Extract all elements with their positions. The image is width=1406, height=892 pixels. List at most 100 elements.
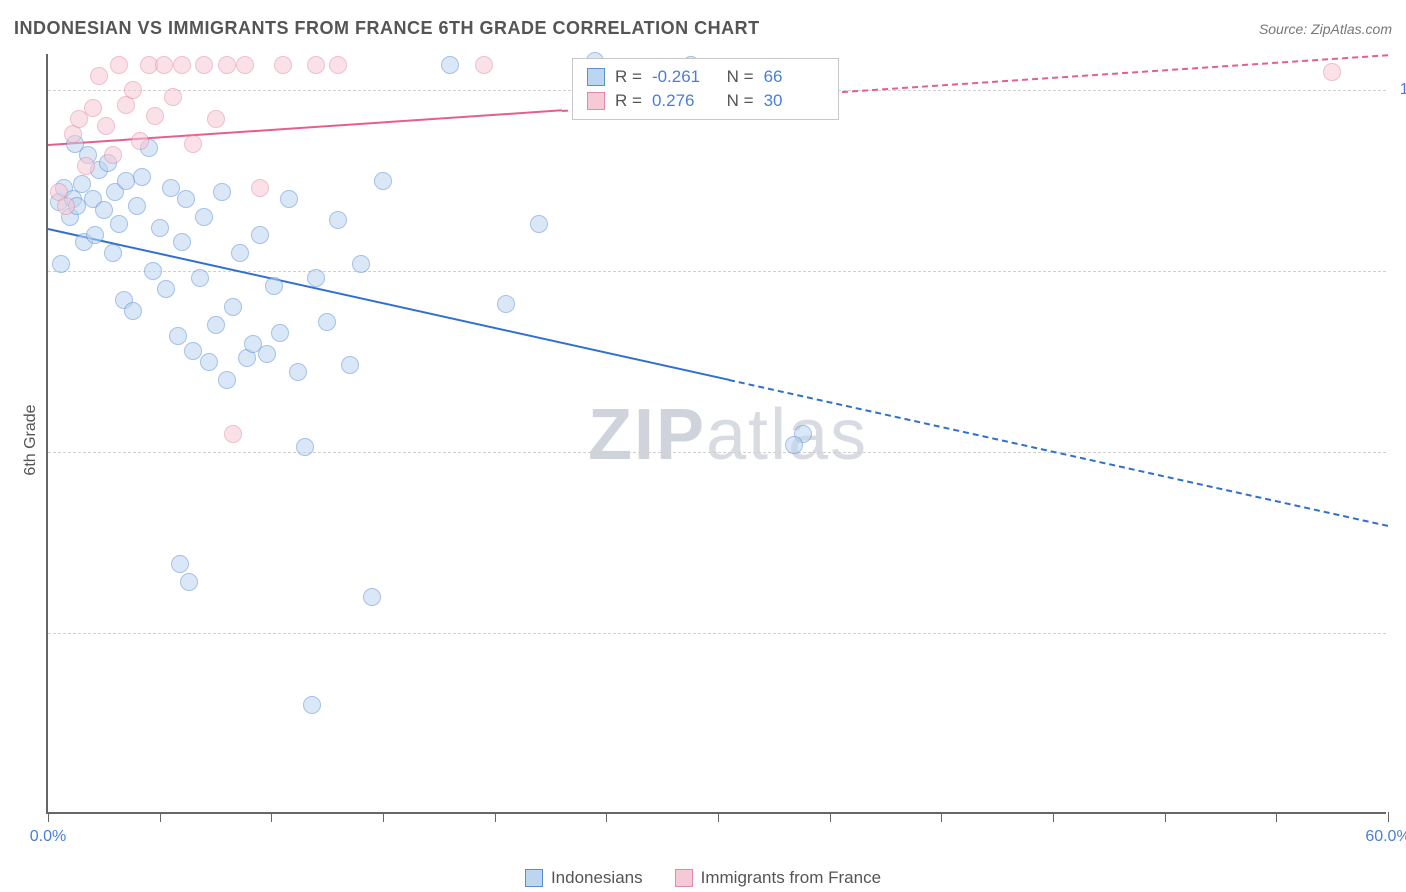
legend-item: Immigrants from France <box>675 868 881 888</box>
data-point <box>104 244 122 262</box>
data-point <box>184 342 202 360</box>
data-point <box>184 135 202 153</box>
r-label: R = <box>615 91 642 111</box>
legend-bottom: Indonesians Immigrants from France <box>0 868 1406 888</box>
plot-area: ZIPatlas 85.0%90.0%95.0%100.0%0.0%60.0%R… <box>46 54 1386 814</box>
data-point <box>785 436 803 454</box>
data-point <box>363 588 381 606</box>
data-point <box>171 555 189 573</box>
data-point <box>318 313 336 331</box>
data-point <box>110 215 128 233</box>
data-point <box>258 345 276 363</box>
data-point <box>231 244 249 262</box>
legend-swatch <box>525 869 543 887</box>
n-label: N = <box>722 67 754 87</box>
x-tick <box>1388 812 1389 822</box>
x-tick-label: 60.0% <box>1365 828 1406 846</box>
x-tick <box>718 812 719 822</box>
stats-row: R = 0.276 N = 30 <box>587 89 824 113</box>
y-axis-title: 6th Grade <box>22 404 40 475</box>
data-point <box>200 353 218 371</box>
data-point <box>173 233 191 251</box>
x-tick <box>830 812 831 822</box>
data-point <box>177 190 195 208</box>
data-point <box>133 168 151 186</box>
data-point <box>191 269 209 287</box>
data-point <box>180 573 198 591</box>
stats-legend: R = -0.261 N = 66R = 0.276 N = 30 <box>572 58 839 120</box>
trend-line <box>48 228 730 381</box>
x-tick <box>1276 812 1277 822</box>
data-point <box>441 56 459 74</box>
data-point <box>52 255 70 273</box>
series-swatch <box>587 68 605 86</box>
data-point <box>218 56 236 74</box>
data-point <box>329 211 347 229</box>
data-point <box>329 56 347 74</box>
data-point <box>271 324 289 342</box>
data-point <box>77 157 95 175</box>
x-tick <box>495 812 496 822</box>
data-point <box>195 56 213 74</box>
data-point <box>218 371 236 389</box>
data-point <box>274 56 292 74</box>
series-swatch <box>587 92 605 110</box>
data-point <box>352 255 370 273</box>
data-point <box>144 262 162 280</box>
data-point <box>124 81 142 99</box>
data-point <box>110 56 128 74</box>
gridline <box>48 452 1386 453</box>
n-value: 66 <box>764 67 824 87</box>
data-point <box>1323 63 1341 81</box>
data-point <box>131 132 149 150</box>
data-point <box>57 197 75 215</box>
data-point <box>155 56 173 74</box>
watermark: ZIPatlas <box>588 394 868 476</box>
gridline <box>48 633 1386 634</box>
data-point <box>341 356 359 374</box>
data-point <box>213 183 231 201</box>
data-point <box>224 298 242 316</box>
data-point <box>173 56 191 74</box>
trend-line <box>48 110 562 147</box>
data-point <box>307 269 325 287</box>
data-point <box>95 201 113 219</box>
data-point <box>289 363 307 381</box>
r-value: -0.261 <box>652 67 712 87</box>
source-label: Source: ZipAtlas.com <box>1259 21 1392 37</box>
data-point <box>374 172 392 190</box>
data-point <box>90 67 108 85</box>
x-tick <box>1053 812 1054 822</box>
data-point <box>207 110 225 128</box>
legend-swatch <box>675 869 693 887</box>
data-point <box>497 295 515 313</box>
chart-title: INDONESIAN VS IMMIGRANTS FROM FRANCE 6TH… <box>14 18 760 39</box>
data-point <box>151 219 169 237</box>
n-value: 30 <box>764 91 824 111</box>
data-point <box>146 107 164 125</box>
data-point <box>296 438 314 456</box>
data-point <box>280 190 298 208</box>
x-tick <box>160 812 161 822</box>
data-point <box>169 327 187 345</box>
data-point <box>207 316 225 334</box>
n-label: N = <box>722 91 754 111</box>
x-tick <box>1165 812 1166 822</box>
data-point <box>303 696 321 714</box>
legend-label: Immigrants from France <box>701 868 881 888</box>
r-label: R = <box>615 67 642 87</box>
data-point <box>86 226 104 244</box>
data-point <box>157 280 175 298</box>
data-point <box>265 277 283 295</box>
data-point <box>97 117 115 135</box>
legend-label: Indonesians <box>551 868 643 888</box>
x-tick <box>941 812 942 822</box>
stats-row: R = -0.261 N = 66 <box>587 65 824 89</box>
data-point <box>195 208 213 226</box>
data-point <box>224 425 242 443</box>
data-point <box>164 88 182 106</box>
r-value: 0.276 <box>652 91 712 111</box>
data-point <box>530 215 548 233</box>
data-point <box>475 56 493 74</box>
data-point <box>236 56 254 74</box>
